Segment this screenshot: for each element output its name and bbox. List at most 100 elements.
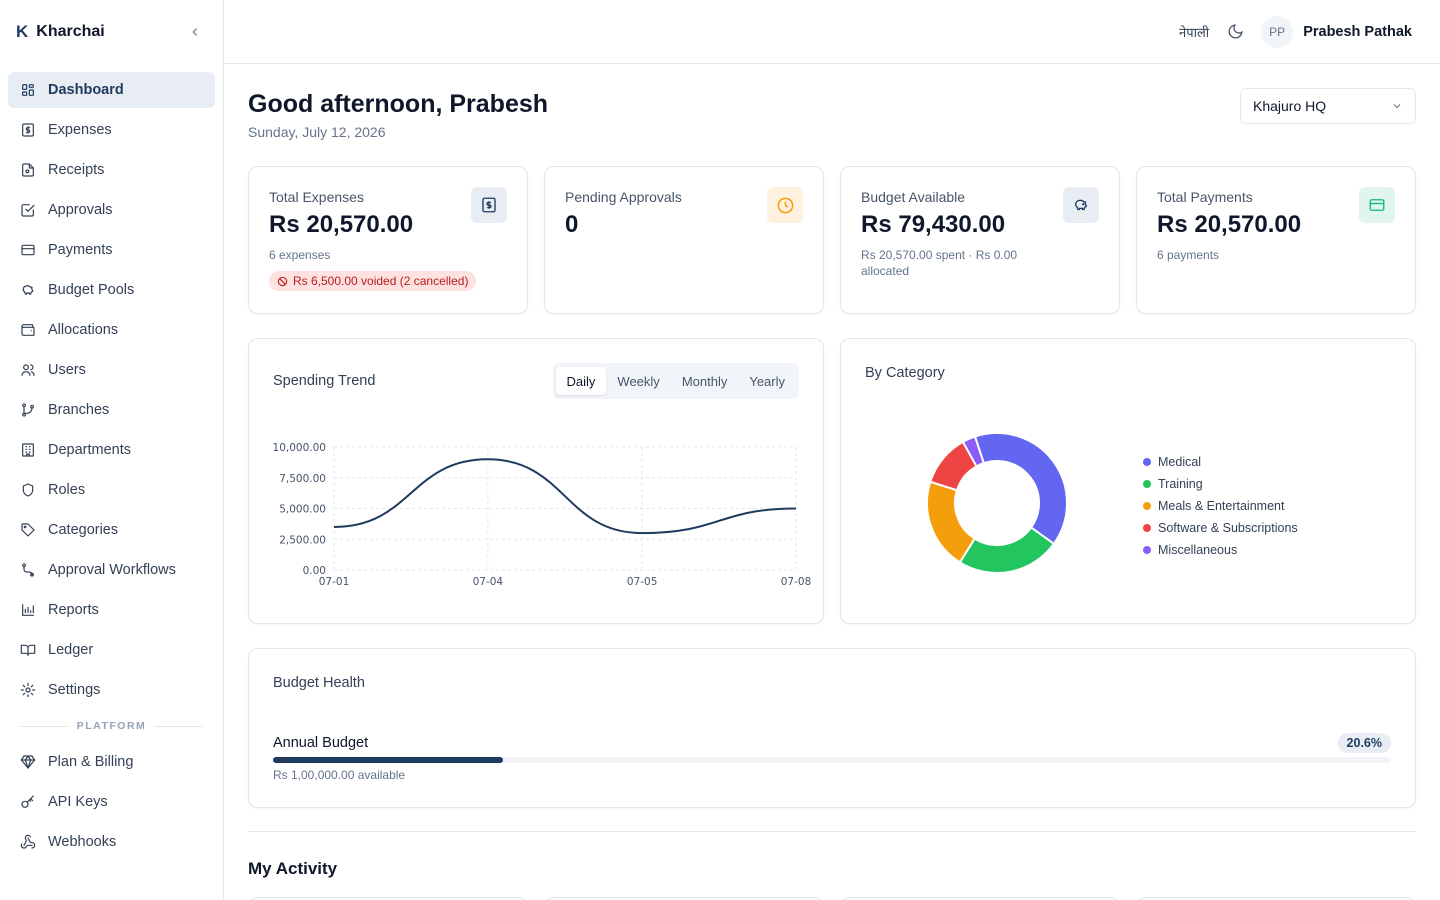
- tab-monthly[interactable]: Monthly: [681, 373, 728, 389]
- tab-weekly[interactable]: Weekly: [617, 373, 660, 389]
- sidebar-item-ledger[interactable]: Ledger: [8, 632, 215, 668]
- stat-icon-container: [1359, 187, 1395, 223]
- piggy-bank-icon: [1075, 199, 1087, 211]
- sidebar-item-label: Roles: [48, 482, 86, 498]
- bar-chart-icon: [22, 604, 34, 616]
- moon-icon: [1228, 24, 1243, 39]
- chevron-left-icon: [192, 28, 198, 36]
- app-name: Kharchai: [36, 23, 105, 40]
- stat-label: Total Payments: [1157, 189, 1253, 205]
- sidebar-item-payments[interactable]: Payments: [8, 232, 215, 268]
- stat-icon-container: [767, 187, 803, 223]
- section-label: PLATFORM: [76, 720, 147, 732]
- y-tick-label: 7,500.00: [279, 473, 326, 485]
- stat-label: Pending Approvals: [565, 189, 682, 205]
- chevron-down-icon: [1393, 104, 1401, 109]
- sidebar-item-allocations[interactable]: Allocations: [8, 312, 215, 348]
- pending-approvals-card[interactable]: Pending Approvals 0: [544, 166, 824, 314]
- sidebar-item-branches[interactable]: Branches: [8, 392, 215, 428]
- gear-icon: [20, 682, 36, 698]
- sidebar-item-label: Budget Pools: [48, 282, 135, 298]
- sidebar-item-plan-billing[interactable]: Plan & Billing: [8, 744, 215, 780]
- file-icon: [22, 163, 34, 177]
- budget-health-card: Budget Health Annual Budget 20.6% Rs 1,0…: [248, 648, 1416, 808]
- sidebar-item-budget-pools[interactable]: Budget Pools: [8, 272, 215, 308]
- y-tick-label: 10,000.00: [273, 442, 326, 454]
- avatar: PP: [1261, 15, 1294, 48]
- sidebar-item-dashboard[interactable]: Dashboard: [8, 72, 215, 108]
- budget-available-card[interactable]: Budget Available Rs 79,430.00 Rs 20,570.…: [840, 166, 1120, 314]
- sidebar-item-categories[interactable]: Categories: [8, 512, 215, 548]
- donut-slice-meals-entertainment[interactable]: [926, 480, 977, 564]
- chart-legend: Medical Training Meals & Entertainment Soft…: [1143, 451, 1298, 561]
- tab-daily[interactable]: Daily: [555, 367, 607, 395]
- language-toggle[interactable]: नेपाली: [1179, 24, 1210, 40]
- sidebar-item-label: Settings: [48, 682, 101, 698]
- by-category-card: By Category Medical Training Meals & Enter…: [840, 338, 1416, 624]
- platform-section-divider: PLATFORM: [20, 720, 204, 732]
- budget-progress-bar: [273, 757, 1391, 763]
- spending-trend-card: Spending Trend Daily Weekly Monthly Yearly …: [248, 338, 824, 624]
- sidebar-item-departments[interactable]: Departments: [8, 432, 215, 468]
- users-icon: [21, 364, 35, 376]
- total-expenses-card[interactable]: Total Expenses Rs 20,570.00 6 expenses R…: [248, 166, 528, 314]
- check-square-icon: [21, 204, 35, 217]
- sidebar-item-label: API Keys: [48, 794, 108, 810]
- collapse-sidebar-button[interactable]: [183, 20, 207, 44]
- sidebar-item-expenses[interactable]: Expenses: [8, 112, 215, 148]
- donut-slice-training[interactable]: [958, 526, 1056, 574]
- sidebar-item-label: Plan & Billing: [48, 754, 134, 770]
- legend-swatch: [1143, 458, 1151, 466]
- legend-label: Medical: [1158, 455, 1202, 469]
- page-title: Good afternoon, Prabesh: [248, 90, 549, 118]
- sidebar-item-reports[interactable]: Reports: [8, 592, 215, 628]
- divider-line: [20, 725, 69, 727]
- sidebar-item-api-keys[interactable]: API Keys: [8, 784, 215, 820]
- legend-swatch: [1143, 546, 1151, 554]
- sidebar-item-roles[interactable]: Roles: [8, 472, 215, 508]
- current-date: Sunday, July 12, 2026: [248, 124, 386, 140]
- donut-slice-miscellaneous[interactable]: [961, 435, 986, 468]
- sidebar-item-users[interactable]: Users: [8, 352, 215, 388]
- budget-name: Annual Budget: [273, 735, 369, 751]
- sidebar-nav: Dashboard Expenses Receipts Approvals Paymen…: [0, 64, 223, 860]
- tab-yearly[interactable]: Yearly: [749, 373, 785, 389]
- user-name: Prabesh Pathak: [1303, 23, 1412, 40]
- section-title: My Activity: [248, 859, 338, 878]
- legend-swatch: [1143, 502, 1151, 510]
- sidebar-item-label: Departments: [48, 442, 132, 458]
- legend-label: Meals & Entertainment: [1158, 499, 1285, 513]
- total-payments-card[interactable]: Total Payments Rs 20,570.00 6 payments: [1136, 166, 1416, 314]
- branch-select[interactable]: Khajuro HQ: [1240, 88, 1416, 124]
- x-tick-label: 07-08: [781, 576, 812, 588]
- sidebar-item-receipts[interactable]: Receipts: [8, 152, 215, 188]
- sidebar-item-approvals[interactable]: Approvals: [8, 192, 215, 228]
- theme-toggle[interactable]: [1225, 22, 1245, 42]
- stat-value: Rs 20,570.00: [1157, 211, 1302, 238]
- card-title: Spending Trend: [273, 373, 376, 389]
- sidebar-item-webhooks[interactable]: Webhooks: [8, 824, 215, 860]
- wallet-icon: [21, 324, 35, 336]
- x-tick-label: 07-04: [473, 576, 504, 588]
- sidebar: K Kharchai Dashboard Expenses Receipts Appr…: [0, 0, 224, 900]
- user-menu[interactable]: PP Prabesh Pathak: [1261, 15, 1412, 48]
- git-branch-icon: [22, 403, 34, 417]
- legend-item: Training: [1143, 473, 1298, 495]
- sidebar-item-settings[interactable]: Settings: [8, 672, 215, 708]
- donut-slice-medical[interactable]: [973, 432, 1068, 546]
- brand[interactable]: K Kharchai: [16, 22, 105, 42]
- sidebar-item-approval-workflows[interactable]: Approval Workflows: [8, 552, 215, 588]
- budget-percent-badge: 20.6%: [1337, 733, 1391, 753]
- sidebar-item-label: Payments: [48, 242, 113, 258]
- stat-value: Rs 79,430.00: [861, 211, 1006, 238]
- stat-label: Budget Available: [861, 189, 966, 205]
- legend-swatch: [1143, 524, 1151, 532]
- branch-select-value: Khajuro HQ: [1253, 98, 1327, 114]
- book-icon: [20, 644, 36, 656]
- sidebar-item-label: Webhooks: [48, 834, 117, 850]
- stat-icon-container: [471, 187, 507, 223]
- dollar-receipt-icon: [482, 197, 496, 213]
- grid-icon: [22, 84, 34, 96]
- budget-progress-fill: [273, 757, 504, 763]
- legend-label: Training: [1158, 477, 1203, 491]
